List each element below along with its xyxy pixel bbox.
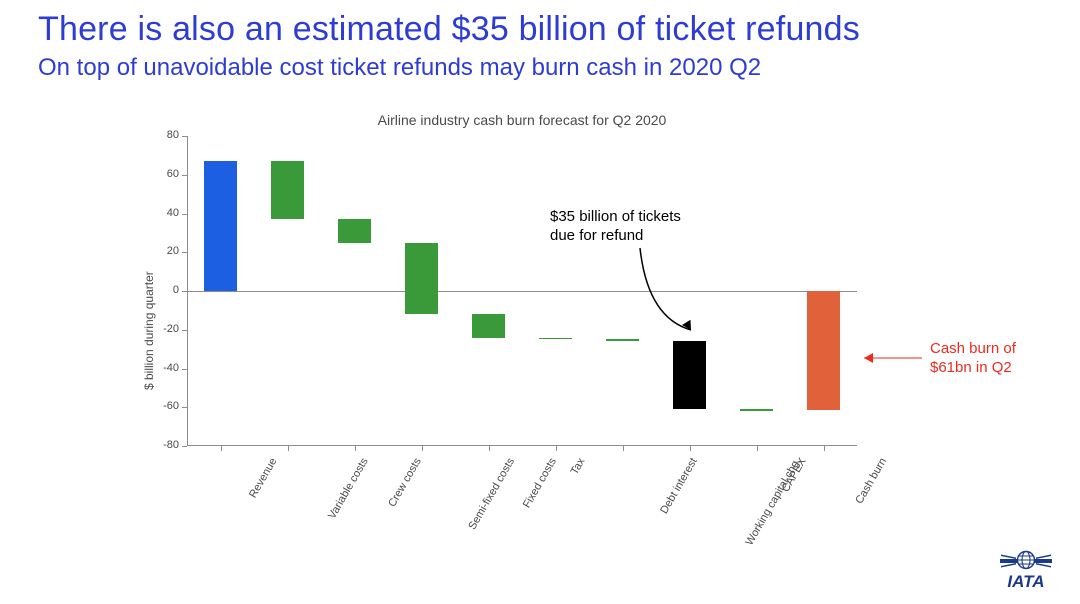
- y-tick-label: 60: [151, 168, 179, 180]
- bar-revenue: [204, 161, 236, 291]
- waterfall-chart: [187, 136, 857, 446]
- x-tick-label: Tax: [568, 456, 587, 477]
- bar-tax: [539, 338, 571, 340]
- bar-crew-costs: [338, 219, 370, 242]
- bar-semi-fixed-costs: [405, 243, 437, 315]
- bar-variable-costs: [271, 161, 303, 219]
- annotation-cashburn: Cash burn of $61bn in Q2: [930, 340, 1016, 378]
- y-tick-label: -80: [151, 439, 179, 451]
- x-tick-label: Variable costs: [326, 456, 371, 521]
- y-tick-label: -60: [151, 400, 179, 412]
- x-tick-label: Debt interest: [658, 456, 700, 516]
- y-tick-label: 20: [151, 245, 179, 257]
- annotation-cashburn-line2: $61bn in Q2: [930, 359, 1012, 376]
- annotation-arrow-cashburn: [844, 338, 942, 378]
- annotation-refund-line2: due for refund: [550, 227, 643, 244]
- bar-capex: [740, 409, 772, 411]
- page-subtitle: On top of unavoidable cost ticket refund…: [38, 54, 761, 82]
- iata-logo-text: IATA: [1007, 572, 1044, 590]
- x-tick-label: Semi-fixed costs: [466, 456, 517, 532]
- iata-logo: IATA: [996, 548, 1056, 590]
- annotation-arrow-refund: [620, 228, 711, 350]
- y-tick-label: 0: [151, 284, 179, 296]
- x-tick-label: Cash burn: [853, 456, 889, 506]
- x-tick-label: Crew costs: [386, 456, 424, 509]
- annotation-refund-line1: $35 billion of tickets: [550, 208, 681, 225]
- y-tick-label: -20: [151, 323, 179, 335]
- y-tick-label: -40: [151, 362, 179, 374]
- bar-working-capital-chg: [673, 341, 705, 409]
- annotation-cashburn-line1: Cash burn of: [930, 340, 1016, 357]
- x-tick-label: Fixed costs: [520, 456, 558, 510]
- y-tick-label: 80: [151, 129, 179, 141]
- annotation-refund: $35 billion of tickets due for refund: [550, 208, 681, 246]
- page-title: There is also an estimated $35 billion o…: [38, 10, 860, 49]
- bar-cash-burn: [807, 291, 839, 410]
- chart-title: Airline industry cash burn forecast for …: [187, 112, 857, 128]
- y-tick-label: 40: [151, 207, 179, 219]
- x-tick-label: Revenue: [247, 456, 279, 500]
- bar-fixed-costs: [472, 314, 504, 337]
